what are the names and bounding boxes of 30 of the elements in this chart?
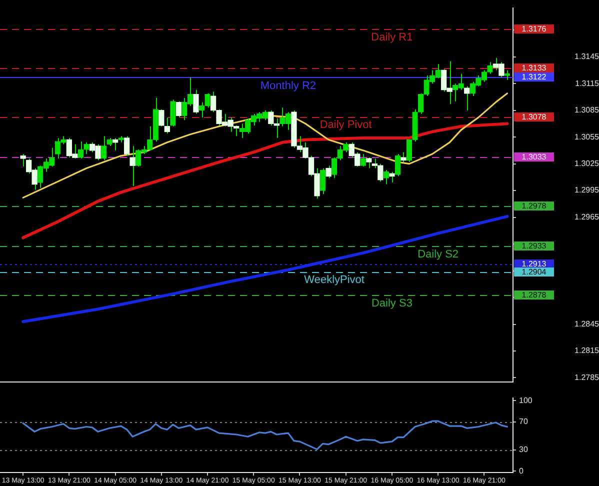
annotation: WeeklyPivot — [304, 274, 364, 286]
ref-line-label: 1.2933 — [522, 242, 547, 251]
y-tick-label: 1.2995 — [574, 186, 599, 195]
annotation: Daily Pivot — [320, 119, 372, 132]
annotation: Monthly R2 — [260, 80, 316, 92]
y-tick-label: 30 — [519, 445, 528, 454]
ref-line-label: 1.3122 — [522, 72, 547, 82]
ref-line-label: 1.3133 — [522, 64, 547, 73]
ref-line-label: 1.3078 — [522, 112, 547, 122]
y-tick-label: 1.2845 — [574, 319, 599, 328]
ref-line-label: 1.3033 — [522, 152, 547, 162]
annotation: Daily S2 — [418, 248, 459, 260]
y-tick-label: 1.3145 — [574, 52, 599, 62]
y-tick-label: 70 — [519, 416, 528, 426]
y-tick-label: 1.3055 — [574, 132, 599, 142]
ref-line-label: 1.2904 — [522, 268, 547, 277]
y-tick-label: 1.2965 — [574, 212, 599, 222]
y-tick-label: 100 — [519, 396, 533, 405]
y-tick-label: 0 — [519, 466, 524, 476]
ref-line-label: 1.2878 — [522, 290, 547, 300]
y-tick-label: 1.3115 — [575, 78, 599, 88]
ref-line-label: 1.2978 — [522, 202, 547, 211]
y-tick-label: 1.2815 — [574, 346, 599, 356]
annotation: Daily S3 — [371, 297, 412, 310]
ref-line-label: 1.3176 — [522, 24, 547, 34]
y-tick-label: 1.2785 — [574, 372, 599, 382]
y-tick-label: 1.3085 — [574, 106, 599, 115]
annotation: Daily R1 — [371, 32, 413, 44]
ref-line-label: 1.2913 — [522, 260, 547, 269]
y-tick-label: 1.3025 — [574, 159, 599, 168]
